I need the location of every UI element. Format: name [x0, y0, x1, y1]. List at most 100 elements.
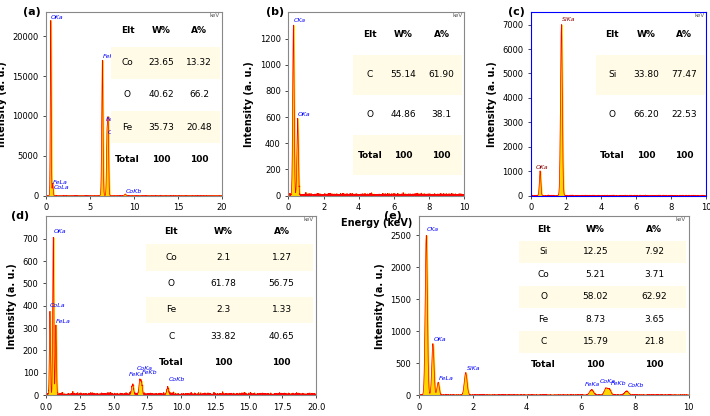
Text: 3.71: 3.71	[644, 270, 665, 279]
Text: 100: 100	[645, 360, 663, 369]
Text: O: O	[168, 279, 175, 288]
Text: C: C	[168, 332, 174, 341]
Text: W%: W%	[214, 227, 232, 236]
Text: 58.02: 58.02	[583, 292, 608, 301]
Text: A%: A%	[676, 30, 692, 39]
Text: CoKa: CoKa	[108, 130, 124, 135]
Text: W%: W%	[152, 26, 170, 35]
Text: 33.80: 33.80	[633, 70, 659, 79]
Text: O: O	[540, 292, 547, 301]
FancyBboxPatch shape	[111, 111, 220, 143]
Text: 100: 100	[214, 358, 232, 367]
Text: Total: Total	[357, 151, 382, 160]
Text: CoKb: CoKb	[126, 188, 142, 193]
Text: 100: 100	[432, 151, 451, 160]
Text: 23.65: 23.65	[148, 58, 174, 67]
Text: 100: 100	[273, 358, 291, 367]
Text: 100: 100	[190, 155, 209, 164]
Text: 100: 100	[674, 151, 693, 160]
Text: 100: 100	[394, 151, 413, 160]
Text: 15.79: 15.79	[583, 337, 608, 346]
Text: 13.32: 13.32	[187, 58, 212, 67]
Text: Si: Si	[540, 248, 548, 256]
Text: 5.21: 5.21	[586, 270, 606, 279]
Text: Co: Co	[121, 58, 133, 67]
Text: 35.73: 35.73	[148, 123, 174, 131]
Text: A%: A%	[191, 26, 207, 35]
Text: 8.73: 8.73	[586, 315, 606, 324]
Text: 40.62: 40.62	[148, 90, 174, 99]
FancyBboxPatch shape	[518, 285, 686, 308]
Text: A%: A%	[434, 30, 449, 39]
Text: CoKb: CoKb	[168, 377, 185, 382]
Text: 100: 100	[637, 151, 655, 160]
Text: O: O	[608, 111, 616, 119]
Text: Co: Co	[538, 270, 550, 279]
Text: FeKb: FeKb	[611, 381, 626, 386]
Text: keV: keV	[452, 13, 462, 18]
Text: Total: Total	[600, 151, 625, 160]
Text: 21.8: 21.8	[644, 337, 664, 346]
Text: SiKa: SiKa	[562, 17, 576, 22]
Text: (e): (e)	[383, 211, 401, 221]
FancyBboxPatch shape	[146, 297, 313, 323]
Text: Co: Co	[165, 253, 177, 262]
Text: O: O	[124, 90, 131, 99]
X-axis label: Energy (keV): Energy (keV)	[98, 218, 170, 228]
Text: FeKb: FeKb	[105, 117, 121, 122]
FancyBboxPatch shape	[111, 47, 220, 79]
Text: C: C	[366, 70, 373, 79]
Text: 77.47: 77.47	[671, 70, 697, 79]
Text: Total: Total	[115, 155, 140, 164]
Text: C: C	[540, 337, 547, 346]
Text: 2.3: 2.3	[216, 305, 230, 314]
Text: Fe: Fe	[539, 315, 549, 324]
Text: 66.20: 66.20	[633, 111, 659, 119]
Text: 2.1: 2.1	[216, 253, 230, 262]
Text: CoLa: CoLa	[53, 185, 69, 190]
Text: CoKb: CoKb	[628, 383, 645, 388]
Text: Total: Total	[159, 358, 183, 367]
Text: keV: keV	[303, 217, 313, 222]
Text: 1.27: 1.27	[272, 253, 292, 262]
Text: keV: keV	[694, 13, 705, 18]
Text: Elt: Elt	[164, 227, 178, 236]
Text: 20.48: 20.48	[187, 123, 212, 131]
Text: FeKa: FeKa	[585, 382, 600, 387]
Text: FeKa: FeKa	[129, 372, 144, 377]
Text: SiKa: SiKa	[466, 366, 480, 371]
X-axis label: Energy (keV): Energy (keV)	[583, 218, 655, 228]
Text: A%: A%	[646, 225, 662, 234]
Y-axis label: Intensity (a. u.): Intensity (a. u.)	[244, 61, 254, 147]
Text: FeLa: FeLa	[439, 376, 454, 381]
Text: 12.25: 12.25	[583, 248, 608, 256]
Text: Elt: Elt	[606, 30, 619, 39]
FancyBboxPatch shape	[354, 54, 462, 95]
Text: 38.1: 38.1	[432, 111, 452, 119]
X-axis label: Energy (keV): Energy (keV)	[341, 218, 412, 228]
Text: OKa: OKa	[434, 337, 446, 342]
Text: 40.65: 40.65	[269, 332, 295, 341]
Text: 100: 100	[152, 155, 170, 164]
Text: 7.92: 7.92	[644, 248, 664, 256]
Text: W%: W%	[394, 30, 413, 39]
Text: 3.65: 3.65	[644, 315, 665, 324]
Text: 44.86: 44.86	[391, 111, 416, 119]
Text: W%: W%	[636, 30, 655, 39]
FancyBboxPatch shape	[354, 135, 462, 176]
Text: 66.2: 66.2	[190, 90, 209, 99]
Text: (a): (a)	[23, 7, 41, 17]
Text: (c): (c)	[508, 7, 525, 17]
Y-axis label: Intensity (a. u.): Intensity (a. u.)	[7, 263, 17, 349]
FancyBboxPatch shape	[596, 54, 705, 95]
Text: FeKa: FeKa	[103, 54, 118, 59]
Text: 62.92: 62.92	[641, 292, 667, 301]
Text: keV: keV	[676, 217, 686, 222]
Text: Total: Total	[531, 360, 556, 369]
Text: FeKb: FeKb	[142, 370, 158, 375]
Text: 61.78: 61.78	[210, 279, 236, 288]
Text: FeLa: FeLa	[56, 319, 71, 324]
Text: 100: 100	[586, 360, 605, 369]
Text: Fe: Fe	[122, 123, 133, 131]
Text: OKa: OKa	[536, 165, 549, 170]
